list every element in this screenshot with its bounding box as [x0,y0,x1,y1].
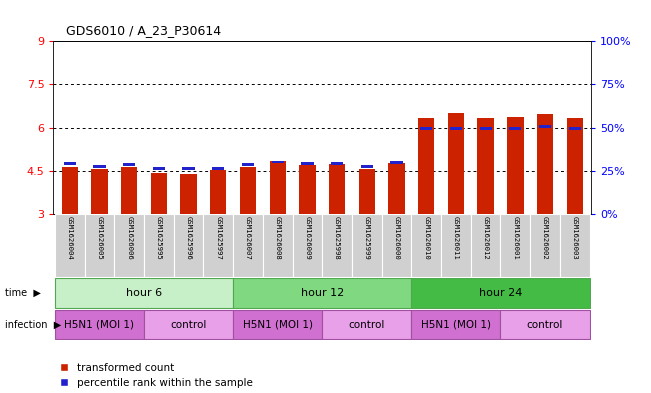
Bar [64,162,76,165]
Bar [477,118,494,214]
Text: GSM1626001: GSM1626001 [512,216,518,260]
FancyBboxPatch shape [55,279,233,308]
Text: GSM1625995: GSM1625995 [156,216,162,260]
Bar [182,167,195,171]
Text: GSM1626008: GSM1626008 [275,216,281,260]
Bar [150,173,167,214]
Text: GSM1626007: GSM1626007 [245,216,251,260]
Bar [240,167,256,214]
Bar [359,169,375,214]
Text: GSM1626000: GSM1626000 [393,216,400,260]
Bar [450,127,462,130]
Text: hour 12: hour 12 [301,288,344,298]
Text: control: control [527,320,563,330]
Bar [539,125,551,128]
FancyBboxPatch shape [55,214,85,277]
Text: GSM1626009: GSM1626009 [305,216,311,260]
Text: time  ▶: time ▶ [5,288,40,298]
Bar [299,165,316,214]
FancyBboxPatch shape [233,310,322,339]
FancyBboxPatch shape [322,310,411,339]
Text: infection  ▶: infection ▶ [5,320,61,330]
Text: GSM1626006: GSM1626006 [126,216,132,260]
Bar [329,164,345,214]
FancyBboxPatch shape [411,279,590,308]
Text: GDS6010 / A_23_P30614: GDS6010 / A_23_P30614 [66,24,221,37]
Text: GSM1626003: GSM1626003 [572,216,578,260]
FancyBboxPatch shape [411,310,501,339]
Bar [123,163,135,166]
FancyBboxPatch shape [411,214,441,277]
Text: hour 24: hour 24 [478,288,522,298]
Legend: transformed count, percentile rank within the sample: transformed count, percentile rank withi… [59,363,253,388]
Text: H5N1 (MOI 1): H5N1 (MOI 1) [243,320,312,330]
Text: H5N1 (MOI 1): H5N1 (MOI 1) [421,320,491,330]
FancyBboxPatch shape [233,214,263,277]
FancyBboxPatch shape [263,214,292,277]
Text: GSM1626010: GSM1626010 [423,216,429,260]
FancyBboxPatch shape [115,214,144,277]
Text: GSM1626002: GSM1626002 [542,216,548,260]
FancyBboxPatch shape [441,214,471,277]
Bar [568,127,581,130]
Text: GSM1626004: GSM1626004 [66,216,73,260]
Text: GSM1625996: GSM1625996 [186,216,191,260]
FancyBboxPatch shape [530,214,560,277]
Text: control: control [171,320,207,330]
Bar [210,171,227,214]
Text: GSM1626005: GSM1626005 [96,216,102,260]
Bar [180,174,197,214]
Text: GSM1625998: GSM1625998 [334,216,340,260]
Bar [91,169,107,214]
Bar [242,163,254,166]
Bar [448,113,464,214]
Bar [507,117,523,214]
Text: GSM1626012: GSM1626012 [482,216,489,260]
Text: GSM1625997: GSM1625997 [215,216,221,260]
FancyBboxPatch shape [381,214,411,277]
FancyBboxPatch shape [144,310,233,339]
Bar [420,127,432,130]
Text: control: control [349,320,385,330]
Bar [331,162,343,165]
FancyBboxPatch shape [203,214,233,277]
FancyBboxPatch shape [501,214,530,277]
FancyBboxPatch shape [292,214,322,277]
FancyBboxPatch shape [233,279,411,308]
FancyBboxPatch shape [85,214,115,277]
Bar [270,162,286,214]
Bar [121,167,137,214]
FancyBboxPatch shape [144,214,174,277]
FancyBboxPatch shape [174,214,203,277]
Bar [537,114,553,214]
FancyBboxPatch shape [352,214,381,277]
Text: hour 6: hour 6 [126,288,162,298]
Text: GSM1626011: GSM1626011 [453,216,459,260]
Bar [391,162,403,164]
FancyBboxPatch shape [560,214,590,277]
Bar [301,162,314,165]
Bar [361,165,373,168]
Bar [153,167,165,171]
Bar [62,167,78,214]
FancyBboxPatch shape [471,214,501,277]
Text: GSM1625999: GSM1625999 [364,216,370,260]
Bar [480,127,492,130]
Bar [93,165,105,168]
Text: H5N1 (MOI 1): H5N1 (MOI 1) [64,320,134,330]
Bar [509,127,521,130]
FancyBboxPatch shape [322,214,352,277]
Bar [389,163,405,214]
FancyBboxPatch shape [55,310,144,339]
Bar [212,167,225,171]
Bar [566,118,583,214]
Bar [418,118,434,214]
Bar [271,161,284,163]
FancyBboxPatch shape [501,310,590,339]
